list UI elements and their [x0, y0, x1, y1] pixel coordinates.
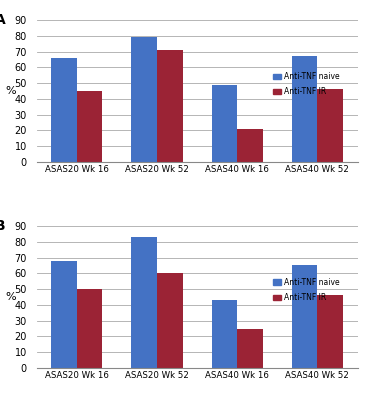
- Legend: Anti-TNF naive, Anti-TNF IR: Anti-TNF naive, Anti-TNF IR: [272, 276, 341, 304]
- Bar: [237, 129, 263, 162]
- Bar: [318, 90, 343, 162]
- Bar: [212, 300, 237, 368]
- Bar: [77, 289, 103, 368]
- Y-axis label: %: %: [5, 292, 16, 302]
- Text: B: B: [0, 219, 5, 233]
- Bar: [77, 91, 103, 162]
- Bar: [157, 50, 182, 162]
- Legend: Anti-TNF naive, Anti-TNF IR: Anti-TNF naive, Anti-TNF IR: [272, 70, 341, 98]
- Bar: [292, 266, 318, 368]
- Bar: [237, 328, 263, 368]
- Bar: [292, 56, 318, 162]
- Bar: [131, 237, 157, 368]
- Bar: [51, 261, 77, 368]
- Text: A: A: [0, 13, 5, 27]
- Bar: [318, 296, 343, 368]
- Bar: [51, 58, 77, 162]
- Bar: [212, 85, 237, 162]
- Bar: [157, 273, 182, 368]
- Y-axis label: %: %: [5, 86, 16, 96]
- Bar: [131, 37, 157, 162]
